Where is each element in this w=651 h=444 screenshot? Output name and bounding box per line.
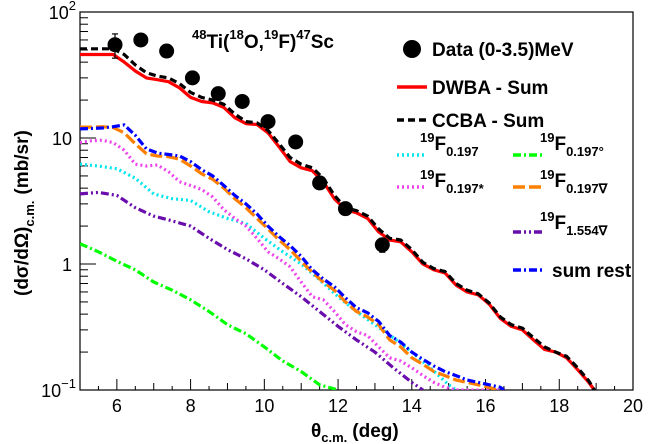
legend-label-f0197star: 19F0.197* bbox=[420, 167, 485, 196]
x-tick-label: 20 bbox=[623, 396, 643, 416]
legend-label-f0197nabla: 19F0.197∇ bbox=[540, 167, 609, 196]
y-tick-label: 1 bbox=[62, 255, 72, 275]
data-point bbox=[337, 201, 353, 217]
series-line-6 bbox=[80, 190, 424, 390]
x-tick-label: 16 bbox=[476, 396, 496, 416]
legend-label-sumrest: sum rest bbox=[552, 261, 632, 282]
x-tick-label: 8 bbox=[186, 396, 196, 416]
legend-label-data: Data (0-3.5)MeV bbox=[432, 40, 574, 61]
x-tick-label: 6 bbox=[112, 396, 122, 416]
data-point bbox=[210, 86, 226, 102]
legend-label-ccba: CCBA - Sum bbox=[432, 111, 544, 132]
legend: Data (0-3.5)MeV DWBA - Sum CCBA - Sum 19… bbox=[397, 40, 632, 282]
legend-marker-data bbox=[403, 40, 421, 58]
x-tick-label: 14 bbox=[402, 396, 422, 416]
y-tick-label: 10−1 bbox=[41, 376, 76, 401]
legend-label-f0197circ: 19F0.197° bbox=[540, 130, 604, 159]
y-tick-label: 10 bbox=[52, 129, 72, 149]
data-point bbox=[107, 37, 123, 53]
data-point bbox=[312, 175, 328, 191]
chart-title: 48Ti(18O,19F)47Sc bbox=[192, 27, 334, 53]
data-point bbox=[374, 237, 390, 253]
data-point bbox=[288, 134, 304, 150]
x-tick-label: 18 bbox=[549, 396, 569, 416]
series-line-0 bbox=[80, 52, 596, 390]
series-line-2 bbox=[80, 162, 457, 390]
data-point bbox=[260, 114, 276, 130]
series-line-5 bbox=[80, 125, 498, 390]
legend-label-f0197: 19F0.197 bbox=[420, 130, 479, 159]
data-point bbox=[184, 70, 200, 86]
y-axis-title: (dσ/dΩ)c.m.(mb/sr) bbox=[12, 130, 37, 296]
data-point bbox=[133, 32, 149, 48]
series-layer bbox=[80, 47, 596, 390]
legend-label-f1554nabla: 19F1.554∇ bbox=[540, 209, 609, 238]
data-point bbox=[234, 93, 250, 109]
series-line-3 bbox=[80, 242, 339, 390]
legend-label-dwba: DWBA - Sum bbox=[432, 78, 548, 99]
series-line-1 bbox=[80, 47, 596, 390]
x-axis-title: θc.m. (deg) bbox=[311, 421, 399, 444]
series-line-7 bbox=[80, 123, 505, 390]
x-tick-label: 10 bbox=[254, 396, 274, 416]
x-tick-label: 12 bbox=[328, 396, 348, 416]
plot-frame bbox=[79, 11, 634, 391]
axis-ticks: 6 8 10 12 14 16 18 20 102 10 1 10−1 bbox=[41, 0, 643, 416]
series-line-4 bbox=[80, 138, 501, 390]
data-points-layer bbox=[107, 32, 390, 253]
y-tick-label: 102 bbox=[49, 0, 76, 23]
data-point bbox=[159, 43, 175, 59]
